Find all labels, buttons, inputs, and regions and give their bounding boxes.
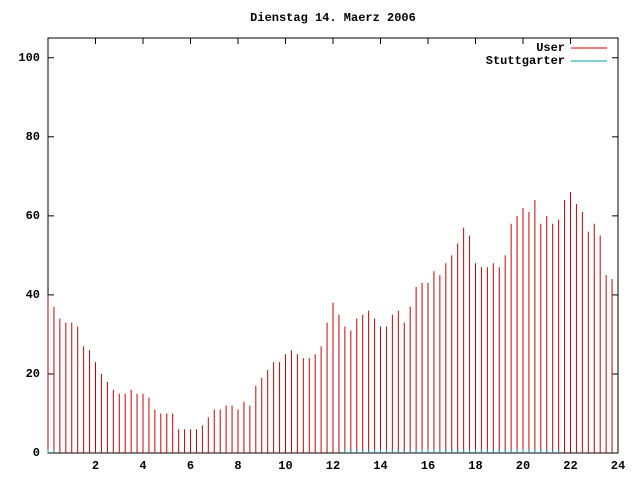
x-tick-label: 4 [139, 459, 146, 473]
y-tick-label: 20 [26, 367, 40, 381]
y-tick-label: 0 [33, 446, 40, 460]
y-tick-label: 100 [18, 51, 40, 65]
x-tick-label: 2 [92, 459, 99, 473]
x-tick-label: 16 [421, 459, 435, 473]
legend-label: Stuttgarter [486, 54, 565, 68]
x-tick-label: 6 [187, 459, 194, 473]
x-tick-label: 12 [326, 459, 340, 473]
y-tick-label: 80 [26, 130, 40, 144]
y-tick-label: 60 [26, 209, 40, 223]
x-tick-label: 20 [516, 459, 530, 473]
x-tick-label: 22 [563, 459, 577, 473]
x-tick-label: 8 [234, 459, 241, 473]
legend-label: User [536, 41, 565, 55]
x-tick-label: 24 [611, 459, 625, 473]
x-tick-label: 14 [373, 459, 387, 473]
x-tick-label: 18 [468, 459, 482, 473]
y-tick-label: 40 [26, 288, 40, 302]
x-tick-label: 10 [278, 459, 292, 473]
chart-title: Dienstag 14. Maerz 2006 [250, 11, 416, 25]
